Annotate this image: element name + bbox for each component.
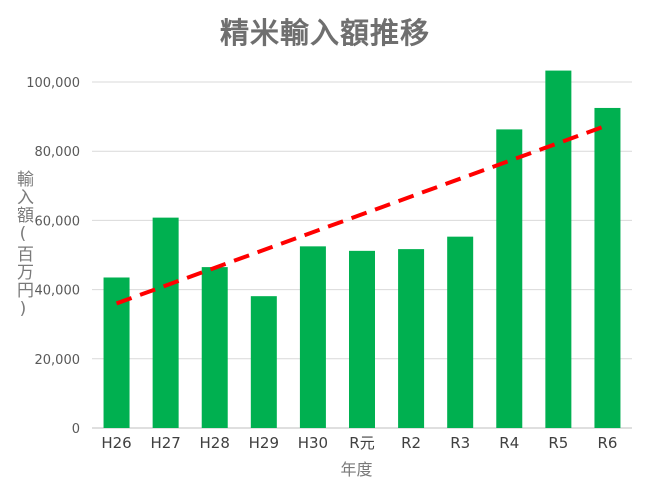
trend-line [115,123,609,306]
bar [250,296,277,428]
y-tick-label: 60,000 [35,214,81,229]
x-tick-label: R2 [401,434,421,452]
bar [545,70,572,428]
y-tick-label: 80,000 [35,145,81,160]
y-tick-label: 40,000 [35,284,81,299]
x-tick-label: H29 [249,434,279,452]
x-tick-label: H27 [150,434,180,452]
bar [201,267,228,428]
x-tick-label: H28 [200,434,230,452]
x-tick-label: R4 [499,434,519,452]
x-tick-label: R5 [548,434,568,452]
x-axis-label: 年度 [340,460,373,479]
y-tick-label: 100,000 [26,76,80,91]
x-tick-label: R元 [349,434,374,452]
bar [594,107,621,428]
chart-title: 精米輸入額推移 [219,16,430,50]
y-axis-label: 輸入額(百万円) [13,170,33,320]
y-tick-label: 0 [72,422,80,437]
x-tick-label: H30 [298,434,328,452]
bar [299,246,326,428]
x-tick-label: H26 [101,434,131,452]
x-tick-label: R3 [450,434,470,452]
x-tick-label: R6 [597,434,617,452]
bar [447,236,474,428]
bar [349,250,375,428]
y-tick-label: 20,000 [35,353,81,368]
bar [152,217,179,428]
bar [398,249,425,428]
bar [496,129,523,429]
